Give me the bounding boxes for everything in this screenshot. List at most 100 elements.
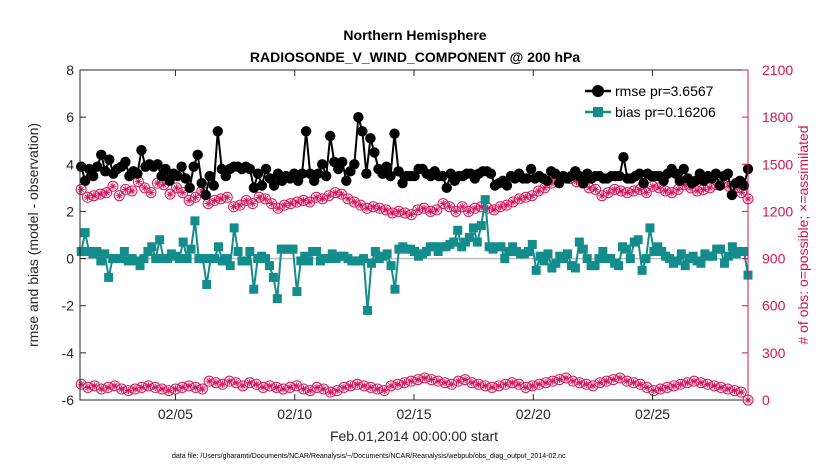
bias-point: [716, 244, 726, 254]
bias-point: [366, 258, 376, 268]
y-tick-label: -4: [62, 345, 75, 361]
obs-possible-point: [412, 204, 424, 216]
rmse-point: [357, 126, 368, 137]
x-tick-label: 02/05: [158, 406, 193, 422]
bias-point: [453, 225, 463, 235]
obs-low-point: [398, 377, 410, 389]
rmse-point: [389, 128, 400, 139]
bias-point: [472, 237, 482, 247]
rmse-point: [212, 126, 223, 137]
obs-low-point: [479, 380, 491, 392]
obs-possible-point: [424, 205, 436, 217]
bias-point: [186, 244, 196, 254]
rmse-point: [152, 159, 163, 170]
bias-point: [739, 247, 749, 256]
obs-possible-point: [253, 191, 265, 203]
bias-point: [672, 256, 682, 266]
bias-point: [139, 254, 149, 264]
rmse-point: [381, 161, 392, 172]
bias-point: [421, 247, 431, 256]
bias-point: [213, 242, 223, 252]
rmse-point: [549, 168, 561, 179]
y-tick-label: 6: [66, 109, 74, 125]
bias-point: [727, 242, 737, 252]
obs-low-point: [277, 383, 289, 395]
obs-possible-point: [240, 194, 252, 206]
obs-low-point: [654, 383, 666, 395]
obs-low-point: [405, 375, 417, 387]
bias-point: [249, 284, 259, 294]
obs-low-point: [574, 377, 586, 389]
obs-low-point: [702, 378, 714, 390]
rmse-point: [321, 170, 332, 182]
rmse-point: [541, 175, 553, 186]
obs-low-point: [668, 380, 680, 392]
obs-low-point: [331, 385, 343, 397]
obs-low-point: [358, 380, 370, 392]
bias-point: [708, 251, 718, 261]
bias-point: [614, 261, 624, 271]
obs-low-point: [500, 378, 512, 390]
obs-possible-point: [456, 201, 468, 213]
obs-low-point: [351, 378, 363, 390]
obs-possible-point: [418, 202, 430, 214]
bias-point: [476, 221, 486, 231]
bias-point: [327, 249, 337, 259]
bias-point: [229, 223, 239, 233]
obs-possible-point: [329, 187, 341, 199]
obs-possible-point: [361, 202, 373, 214]
obs-low-point: [190, 381, 202, 393]
y2-tick-label: 1200: [762, 203, 793, 219]
obs-possible-point: [437, 198, 449, 210]
obs-possible-point: [266, 198, 278, 210]
obs-low-point: [385, 380, 397, 392]
obs-low-point: [641, 381, 653, 393]
rmse-point: [525, 163, 537, 175]
rmse-point: [738, 180, 750, 191]
rmse-point: [132, 168, 143, 179]
rmse-point: [325, 130, 336, 142]
rmse-point: [485, 168, 497, 179]
obs-low-point: [345, 380, 357, 392]
bias-point: [645, 223, 655, 233]
obs-possible-point: [228, 201, 240, 213]
bias-point: [535, 251, 545, 261]
obs-possible-point: [209, 194, 221, 206]
obs-possible-point: [609, 183, 621, 195]
obs-low-point: [210, 377, 222, 389]
rmse-point: [369, 147, 380, 158]
rmse-point: [353, 111, 364, 123]
bias-point: [590, 261, 600, 271]
bias-point: [723, 251, 733, 261]
bias-point: [625, 254, 635, 264]
rmse-point: [92, 161, 103, 172]
obs-possible-point: [444, 201, 456, 213]
obs-possible-point: [94, 188, 106, 200]
rmse-point: [710, 168, 722, 179]
obs-low-point: [196, 383, 208, 395]
obs-low-point: [695, 377, 707, 389]
rmse-point: [714, 180, 726, 191]
bias-point: [359, 254, 369, 264]
bias-point: [147, 242, 157, 252]
rmse-point: [578, 177, 589, 189]
bias-point: [312, 247, 322, 256]
bias-point: [410, 247, 420, 256]
bias-point: [578, 244, 588, 254]
obs-possible-point: [113, 190, 125, 202]
obs-low-point: [95, 383, 107, 395]
bias-point: [304, 256, 314, 266]
bias-point: [653, 242, 663, 252]
y2-tick-label: 600: [762, 298, 786, 314]
obs-low-point: [176, 381, 188, 393]
obs-possible-point: [234, 199, 246, 211]
bias-point: [433, 247, 443, 256]
obs-low-point: [607, 374, 619, 386]
obs-low-point: [580, 378, 592, 390]
obs-low-point: [452, 375, 464, 387]
obs-possible-point: [374, 202, 386, 214]
obs-possible-point: [120, 183, 132, 195]
obs-low-point: [372, 383, 384, 395]
bias-point: [637, 265, 647, 275]
obs-low-point: [547, 375, 559, 387]
